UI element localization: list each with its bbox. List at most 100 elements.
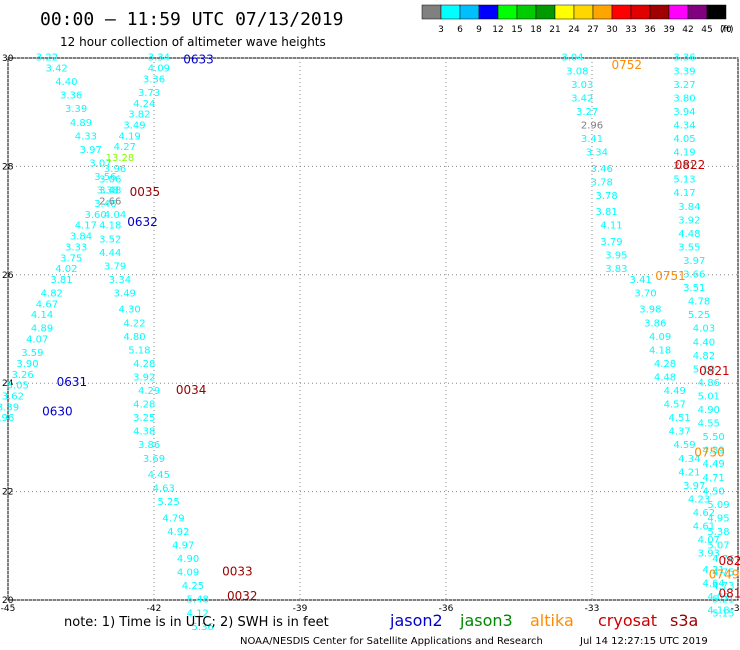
swh-value: 4.40	[55, 77, 77, 88]
swh-value: 3.25	[133, 413, 155, 424]
swh-value: 4.18	[707, 606, 729, 617]
swh-value: 3.60	[84, 210, 106, 221]
colorbar-swatch	[554, 4, 575, 20]
pass-time-label: 0631	[57, 375, 88, 389]
swh-value: 3.80	[673, 93, 695, 104]
colorbar-label: 42	[682, 25, 693, 35]
swh-value: 4.27	[114, 142, 136, 153]
swh-value: 4.17	[673, 188, 695, 199]
swh-value: 3.75	[60, 253, 82, 264]
plot-frame	[7, 57, 739, 601]
swh-value: 4.78	[688, 297, 710, 308]
swh-value: 3.41	[630, 275, 652, 286]
legend: jason2 jason3 altika cryosat s3a	[389, 611, 698, 630]
colorbar-label: 24	[568, 25, 580, 35]
swh-value: 3.81	[595, 207, 617, 218]
swh-value: 5.09	[707, 500, 729, 511]
swh-value: 4.63	[153, 484, 175, 495]
swh-value: 3.46	[591, 164, 613, 175]
swh-value: 4.90	[177, 554, 199, 565]
colorbar-label: 9	[476, 25, 482, 35]
colorbar-swatch	[421, 4, 442, 20]
swh-value: 3.33	[65, 242, 87, 253]
pass-time-label: 0632	[127, 215, 158, 229]
swh-value: 4.17	[75, 221, 97, 232]
colorbar-swatch	[497, 4, 518, 20]
swh-value: 3.46	[94, 199, 116, 210]
swh-value: 4.21	[703, 565, 725, 576]
swh-value: 4.19	[673, 148, 695, 159]
colorbar-swatch	[459, 4, 480, 20]
x-tick-label: -30	[731, 604, 740, 614]
swh-value: 3.49	[123, 120, 145, 131]
swh-value: 3.41	[581, 134, 603, 145]
x-tick-label: -42	[147, 604, 162, 614]
swh-value: 4.28	[133, 359, 155, 370]
swh-value: 3.22	[36, 53, 58, 64]
pass-time-label: 0032	[227, 589, 258, 603]
swh-value: 3.06	[99, 175, 121, 186]
swh-value: 4.25	[182, 581, 204, 592]
swh-value: 4.23	[688, 494, 710, 505]
pass-time-label: 0035	[130, 185, 161, 199]
swh-value: 3.42	[571, 93, 593, 104]
swh-value: 3.83	[605, 264, 627, 275]
swh-value: 3.07	[89, 158, 111, 169]
pass-time-label: 0751	[655, 269, 686, 283]
swh-value: 4.90	[698, 405, 720, 416]
colorbar-unit: (ft)	[720, 25, 734, 35]
swh-value: 2.91	[673, 161, 695, 172]
footer-timestamp: Jul 14 12:27:15 UTC 2019	[579, 636, 708, 647]
x-tick-label: -33	[585, 604, 600, 614]
swh-value: 4.64	[703, 578, 725, 589]
data-points: 3.223.424.403.363.394.894.333.973.073.56…	[0, 53, 735, 633]
swh-value: 4.22	[123, 318, 145, 329]
colorbar-label: 36	[644, 25, 656, 35]
swh-value: 4.57	[664, 400, 686, 411]
swh-value: 4.73	[712, 581, 734, 592]
swh-value: 4.33	[75, 131, 97, 142]
pass-time-label: 0822	[675, 158, 706, 172]
swh-value: 4.95	[707, 513, 729, 524]
swh-value: 4.71	[703, 473, 725, 484]
swh-value: 3.36	[673, 53, 695, 64]
swh-value: 3.39	[0, 402, 19, 413]
pass-time-label: 0750	[694, 445, 725, 459]
swh-value: 4.80	[123, 332, 145, 343]
swh-value: 4.07	[698, 535, 720, 546]
swh-value: 4.34	[673, 120, 695, 131]
chart-title: 00:00 – 11:59 UTC 07/13/2019	[40, 9, 343, 30]
pass-time-label: 0034	[176, 383, 207, 397]
swh-value: 4.97	[172, 541, 194, 552]
swh-value: 5.21	[712, 595, 734, 606]
swh-value: 4.50	[703, 486, 725, 497]
swh-value: 3.97	[683, 481, 705, 492]
swh-value: 4.67	[36, 299, 58, 310]
colorbar-label: 3	[438, 25, 444, 35]
axis-ticks: -45 -42 -39 -36 -33 -30 20 22 24 26 28 30	[1, 54, 740, 614]
swh-value: 4.44	[99, 248, 121, 259]
swh-value: 4.45	[148, 470, 170, 481]
legend-jason2: jason2	[389, 611, 443, 630]
swh-value: 4.40	[693, 337, 715, 348]
swh-value: 3.34	[586, 148, 608, 159]
swh-value: 4.79	[162, 513, 184, 524]
colorbar-swatch	[706, 4, 727, 20]
swh-value: 4.92	[167, 527, 189, 538]
swh-value: 3.42	[46, 64, 68, 75]
swh-value: 3.96	[104, 164, 126, 175]
colorbar-swatch	[440, 4, 461, 20]
swh-value: 5.36	[192, 622, 214, 633]
swh-value: 4.82	[693, 351, 715, 362]
swh-value: 3.97	[683, 256, 705, 267]
colorbar-swatch	[649, 4, 670, 20]
swh-value: 4.21	[678, 467, 700, 478]
colorbar-label: 18	[530, 25, 542, 35]
swh-value: 3.03	[571, 80, 593, 91]
swh-value: 4.82	[41, 288, 63, 299]
y-tick-label: 30	[2, 54, 14, 64]
grid	[7, 57, 739, 601]
colorbar-label: 39	[663, 25, 675, 35]
swh-value: 4.34	[678, 454, 700, 465]
